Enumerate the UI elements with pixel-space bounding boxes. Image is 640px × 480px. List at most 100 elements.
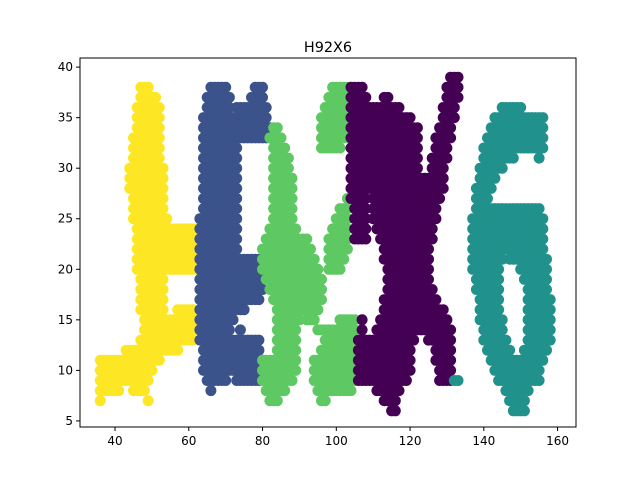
data-point xyxy=(286,213,298,225)
data-point xyxy=(334,263,346,275)
data-point xyxy=(541,344,552,356)
data-point xyxy=(423,273,434,285)
data-point xyxy=(393,385,405,397)
x-tick-label: 100 xyxy=(325,434,348,448)
data-point xyxy=(496,324,508,336)
data-point xyxy=(231,162,243,174)
data-point xyxy=(541,273,552,285)
data-point xyxy=(404,112,416,124)
data-point xyxy=(541,253,552,265)
data-point xyxy=(153,354,165,366)
data-point xyxy=(319,395,331,407)
data-point xyxy=(430,203,442,215)
data-point xyxy=(231,233,243,245)
data-point xyxy=(437,304,449,316)
data-point xyxy=(157,162,169,174)
data-point xyxy=(437,162,449,174)
data-point xyxy=(437,182,449,194)
data-point xyxy=(282,162,294,174)
data-point xyxy=(423,263,434,275)
data-point xyxy=(253,334,265,346)
data-point xyxy=(338,253,350,265)
data-point xyxy=(518,405,530,417)
data-point xyxy=(393,102,405,113)
data-point xyxy=(172,344,184,356)
data-point xyxy=(504,344,516,356)
data-point xyxy=(356,81,368,93)
data-point xyxy=(452,81,464,93)
axes: 40 60 80 100 120 140 160 5 10 15 20 25 30 35 40 xyxy=(58,57,577,448)
data-point xyxy=(423,253,434,265)
data-point xyxy=(452,91,464,103)
data-point xyxy=(496,162,508,174)
data-point xyxy=(227,314,239,326)
data-point xyxy=(231,172,243,184)
data-point xyxy=(493,304,505,316)
data-point xyxy=(445,324,457,336)
data-point xyxy=(260,112,272,124)
data-point xyxy=(518,395,530,407)
y-tick-label: 5 xyxy=(65,414,73,428)
data-point xyxy=(448,102,460,113)
data-point xyxy=(500,334,512,346)
data-point xyxy=(231,243,243,255)
data-point xyxy=(334,142,346,154)
data-point xyxy=(205,385,217,397)
data-point xyxy=(286,375,298,386)
data-point xyxy=(220,81,232,93)
data-point xyxy=(544,334,556,346)
data-point xyxy=(312,304,324,316)
data-point xyxy=(253,294,265,306)
data-point xyxy=(94,395,106,407)
data-point xyxy=(161,213,173,225)
data-point xyxy=(489,172,501,184)
data-point xyxy=(423,243,434,255)
data-point xyxy=(290,354,302,366)
data-point xyxy=(260,102,272,113)
data-point xyxy=(411,122,423,134)
data-point xyxy=(522,385,534,397)
data-point xyxy=(360,233,372,245)
data-point xyxy=(430,213,442,225)
x-tick-label: 120 xyxy=(399,434,422,448)
data-point xyxy=(537,354,549,366)
series-1 xyxy=(94,81,202,407)
data-point xyxy=(434,193,446,204)
data-point xyxy=(290,334,302,346)
y-tick-label: 25 xyxy=(58,212,73,226)
data-point xyxy=(537,213,549,225)
data-point xyxy=(308,253,320,265)
data-point xyxy=(279,142,291,154)
data-point xyxy=(544,324,556,336)
series-5 xyxy=(448,102,556,417)
data-point xyxy=(482,193,493,204)
data-point xyxy=(537,142,549,154)
data-point xyxy=(537,122,549,134)
data-point xyxy=(533,152,545,164)
data-point xyxy=(157,172,169,184)
series-3 xyxy=(257,81,361,407)
data-point xyxy=(150,91,162,103)
y-tick-label: 40 xyxy=(58,60,73,74)
data-point xyxy=(231,152,243,164)
data-point xyxy=(157,304,169,316)
data-point xyxy=(441,152,453,164)
data-point xyxy=(493,263,505,275)
data-point xyxy=(341,243,353,255)
data-point xyxy=(544,294,556,306)
data-point xyxy=(231,142,243,154)
data-point xyxy=(157,182,169,194)
data-point xyxy=(305,243,316,255)
data-point xyxy=(537,243,549,255)
data-point xyxy=(441,142,453,154)
y-tick-label: 35 xyxy=(58,111,73,125)
data-point xyxy=(153,132,165,144)
data-point xyxy=(279,385,291,397)
x-tick-label: 60 xyxy=(181,434,196,448)
x-tick-label: 80 xyxy=(255,434,270,448)
data-point xyxy=(153,152,165,164)
data-point xyxy=(290,324,302,336)
data-point xyxy=(382,91,394,103)
data-point xyxy=(411,142,423,154)
